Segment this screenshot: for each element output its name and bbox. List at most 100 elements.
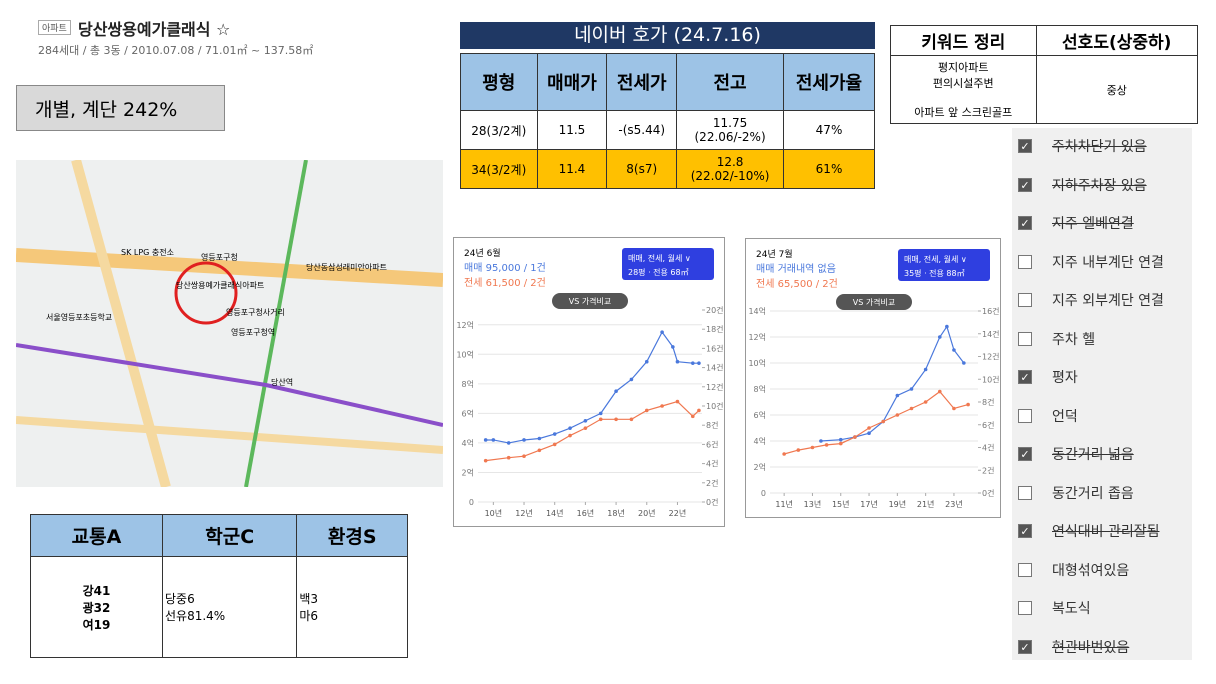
row: 28(3/2계) 11.5 -(s5.44) 11.75 (22.06/-2%) 47% [460, 110, 875, 150]
cell: 8(s7) [606, 149, 678, 189]
size-label: 28평 · 전용 68㎡ [628, 267, 689, 277]
check-label: 주차차단기 있음 [1052, 139, 1147, 155]
point [937, 389, 942, 394]
header-cell: 환경S [296, 514, 408, 557]
cell: 강41 광32 여19 [30, 556, 163, 658]
x-tick-label: 20년 [638, 508, 656, 518]
compare-label: VS 가격비교 [853, 297, 896, 307]
filter-label: 매매, 전세, 월세 ∨ [628, 253, 691, 263]
map-label: 당산역 [271, 377, 293, 387]
y-tick-label: 12억 [456, 320, 474, 330]
check-label: 주차 헬 [1052, 331, 1096, 348]
cell: 11.5 [536, 110, 608, 150]
cell: 61% [783, 149, 875, 189]
x-tick-label: 22년 [669, 508, 687, 518]
header-cell: 학군C [161, 514, 298, 557]
check-item: ✓ 현관바번있음 [1018, 637, 1188, 659]
point [824, 443, 829, 447]
checkbox: ✓ [1018, 177, 1032, 192]
y2-tick-label: 0건 [706, 497, 718, 507]
checkbox [1018, 254, 1032, 269]
point [690, 361, 695, 365]
point [881, 419, 885, 424]
cell: 28(3/2계) [460, 110, 538, 150]
point [895, 393, 900, 398]
point [614, 417, 618, 422]
point [782, 452, 786, 456]
x-tick-label: 12년 [515, 508, 533, 518]
point [675, 359, 680, 364]
point [644, 359, 649, 364]
legend-label: 전세 61,500 / 2건 [464, 277, 546, 289]
check-label: 지주 외부계단 연결 [1052, 293, 1164, 309]
x-tick-label: 17년 [860, 499, 878, 509]
y2-tick-label: 6건 [982, 420, 994, 430]
check-item: 복도식 [1018, 598, 1188, 620]
y-tick-label: 14억 [748, 306, 766, 316]
check-label: 언덕 [1052, 408, 1078, 425]
y-tick-label: 10억 [748, 358, 766, 368]
check-item: ✓ 주차차단기 있음 [1018, 136, 1188, 158]
check-item: ✓ 지주 엘베연결 [1018, 213, 1188, 235]
y-tick-label: 4억 [754, 436, 766, 446]
y2-tick-label: 16건 [706, 343, 724, 353]
score-table: 교통A 학군C 환경S 강41 광32 여19 당중6 선유81.4% 백3 마6 [30, 514, 408, 658]
point [966, 402, 970, 407]
point [522, 438, 526, 442]
check-label: 평자 [1052, 370, 1078, 386]
checkbox [1018, 601, 1032, 615]
x-tick-label: 23년 [945, 499, 963, 509]
naver-table: 평형 매매가 전세가 전고 전세가율 28(3/2계) 11.5 -(s5.44) 11.75 … [460, 53, 875, 189]
point [552, 432, 557, 436]
y2-tick-label: 14건 [982, 329, 1000, 339]
check-item: 주차 헬 [1018, 329, 1188, 351]
y-tick-label: 8억 [754, 384, 766, 394]
y-tick-label: 6억 [754, 410, 766, 420]
line [783, 390, 969, 455]
point [923, 367, 928, 372]
check-label: 지주 내부계단 연결 [1052, 254, 1164, 271]
header-cell: 키워드 정리 [890, 25, 1037, 56]
row: 34(3/2계) 11.4 8(s7) 12.8 (22.02/-10%) 61% [460, 149, 875, 189]
title: 당산쌍용예가클래식 ☆ [78, 20, 231, 39]
point [937, 335, 942, 339]
point [598, 411, 603, 416]
y2-tick-label: 4건 [982, 443, 994, 453]
y2-tick-label: 4건 [706, 459, 718, 469]
point [629, 377, 634, 382]
checkbox: ✓ [1018, 370, 1032, 384]
check-label: 복도식 [1052, 601, 1091, 617]
check-item: 동간거리 좁음 [1018, 483, 1188, 505]
checkbox: ✓ [1018, 139, 1032, 153]
point [945, 324, 949, 329]
check-label: 동간거리 좁음 [1052, 485, 1134, 502]
y2-tick-label: 18건 [706, 324, 724, 334]
cell: 47% [783, 110, 875, 150]
legend-label: 매매 거래내역 없음 [756, 262, 836, 275]
y2-tick-label: 14건 [706, 363, 724, 373]
y2-tick-label: 10건 [706, 401, 724, 411]
map-label: 영등포구청사거리 [226, 307, 285, 317]
point [483, 438, 488, 442]
header-cell: 교통A [30, 514, 163, 557]
y2-tick-label: 10건 [982, 374, 1000, 384]
point [895, 413, 900, 417]
map-label: 영등포구청 [201, 252, 238, 262]
filter-button [622, 248, 714, 280]
point [952, 406, 956, 411]
y-tick-label: 6억 [462, 408, 474, 418]
point [568, 426, 572, 430]
point [614, 389, 618, 394]
cell: 11.75 (22.06/-2%) [676, 110, 785, 150]
point [810, 445, 815, 450]
cell: 34(3/2계) [460, 149, 538, 189]
point [522, 454, 526, 459]
point [568, 433, 572, 438]
x-tick-label: 21년 [917, 499, 935, 509]
map-label: 당산쌍용예가클래식아파트 [176, 280, 264, 290]
x-tick-label: 13년 [804, 499, 822, 509]
y2-tick-label: 2건 [706, 478, 718, 488]
line [485, 400, 700, 462]
checkbox [1018, 485, 1032, 500]
